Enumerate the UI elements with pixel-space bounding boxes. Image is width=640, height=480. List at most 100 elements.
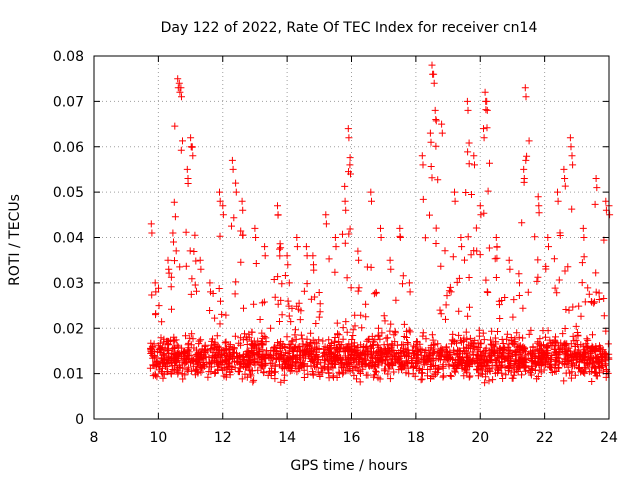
- data-point: [360, 350, 368, 358]
- data-point: [390, 368, 398, 376]
- data-point: [552, 333, 559, 341]
- data-point: [259, 334, 267, 342]
- data-point: [492, 234, 500, 241]
- data-point: [368, 197, 375, 205]
- data-point: [428, 331, 436, 339]
- data-point: [390, 331, 398, 339]
- data-point: [164, 346, 172, 354]
- data-point: [319, 337, 327, 345]
- data-point: [426, 211, 433, 219]
- data-point: [274, 202, 281, 210]
- data-point: [285, 341, 293, 349]
- data-point: [302, 243, 310, 251]
- data-point: [434, 340, 442, 348]
- data-point: [516, 279, 523, 287]
- data-point: [235, 353, 243, 360]
- data-point: [278, 280, 286, 288]
- data-point: [171, 213, 179, 221]
- data-point: [482, 344, 490, 352]
- data-point: [405, 326, 413, 334]
- data-point: [540, 352, 548, 359]
- data-point: [385, 346, 393, 354]
- data-point: [600, 312, 608, 320]
- data-point: [561, 175, 569, 182]
- data-point: [258, 352, 266, 360]
- data-point: [522, 156, 530, 164]
- data-point: [592, 288, 600, 296]
- data-point: [494, 328, 501, 335]
- data-point: [375, 343, 383, 351]
- data-point: [327, 351, 335, 359]
- data-point: [170, 198, 178, 206]
- data-point: [349, 326, 357, 334]
- data-point: [464, 233, 472, 241]
- data-point: [393, 350, 401, 357]
- data-point: [164, 341, 172, 348]
- data-point: [188, 367, 196, 375]
- data-point: [398, 341, 406, 349]
- data-point: [270, 276, 278, 283]
- data-point: [492, 338, 500, 346]
- data-point: [298, 360, 306, 368]
- data-point: [591, 298, 598, 306]
- data-point: [179, 364, 187, 372]
- data-point: [177, 146, 185, 154]
- data-point: [524, 288, 532, 296]
- data-point: [590, 346, 598, 354]
- data-point: [375, 324, 382, 332]
- data-point: [539, 327, 547, 335]
- data-point: [188, 275, 196, 283]
- data-point: [232, 188, 240, 196]
- data-point: [151, 362, 159, 370]
- data-point: [468, 191, 475, 198]
- data-point: [464, 362, 472, 370]
- data-point: [455, 361, 463, 368]
- data-point: [410, 342, 417, 350]
- data-point: [219, 211, 227, 219]
- data-point: [310, 261, 317, 269]
- data-point: [154, 342, 162, 350]
- data-point: [248, 348, 256, 356]
- data-point: [197, 265, 205, 273]
- data-point: [437, 262, 445, 270]
- data-point: [560, 377, 568, 385]
- data-point: [483, 97, 491, 105]
- data-point: [505, 256, 513, 264]
- data-point: [580, 234, 588, 241]
- data-point: [427, 341, 435, 349]
- data-point: [533, 277, 541, 285]
- data-point: [571, 342, 579, 350]
- x-tick-label: 22: [536, 430, 554, 446]
- data-point: [578, 259, 586, 267]
- data-point: [559, 359, 567, 367]
- data-point: [455, 274, 463, 282]
- data-point: [479, 329, 487, 337]
- data-point: [252, 234, 260, 241]
- data-point: [565, 306, 573, 314]
- data-point: [426, 354, 433, 362]
- data-point: [550, 255, 558, 263]
- y-tick-label: 0.02: [53, 321, 84, 337]
- data-point: [432, 240, 440, 247]
- data-point: [405, 370, 413, 378]
- data-point: [205, 368, 213, 376]
- data-point: [219, 202, 227, 210]
- data-point: [515, 270, 523, 278]
- data-point: [419, 195, 427, 203]
- data-point: [297, 361, 305, 369]
- data-point: [381, 317, 389, 325]
- data-point: [582, 365, 590, 373]
- data-point: [246, 370, 254, 378]
- data-point: [506, 265, 514, 273]
- data-point: [281, 343, 289, 351]
- data-point: [413, 354, 421, 362]
- data-point: [244, 352, 252, 359]
- data-point: [561, 356, 569, 364]
- data-point: [247, 372, 255, 380]
- data-point: [374, 361, 382, 369]
- data-point: [588, 378, 596, 385]
- data-point: [465, 373, 473, 381]
- data-point: [510, 340, 518, 348]
- data-point: [458, 243, 466, 251]
- data-point: [466, 303, 473, 311]
